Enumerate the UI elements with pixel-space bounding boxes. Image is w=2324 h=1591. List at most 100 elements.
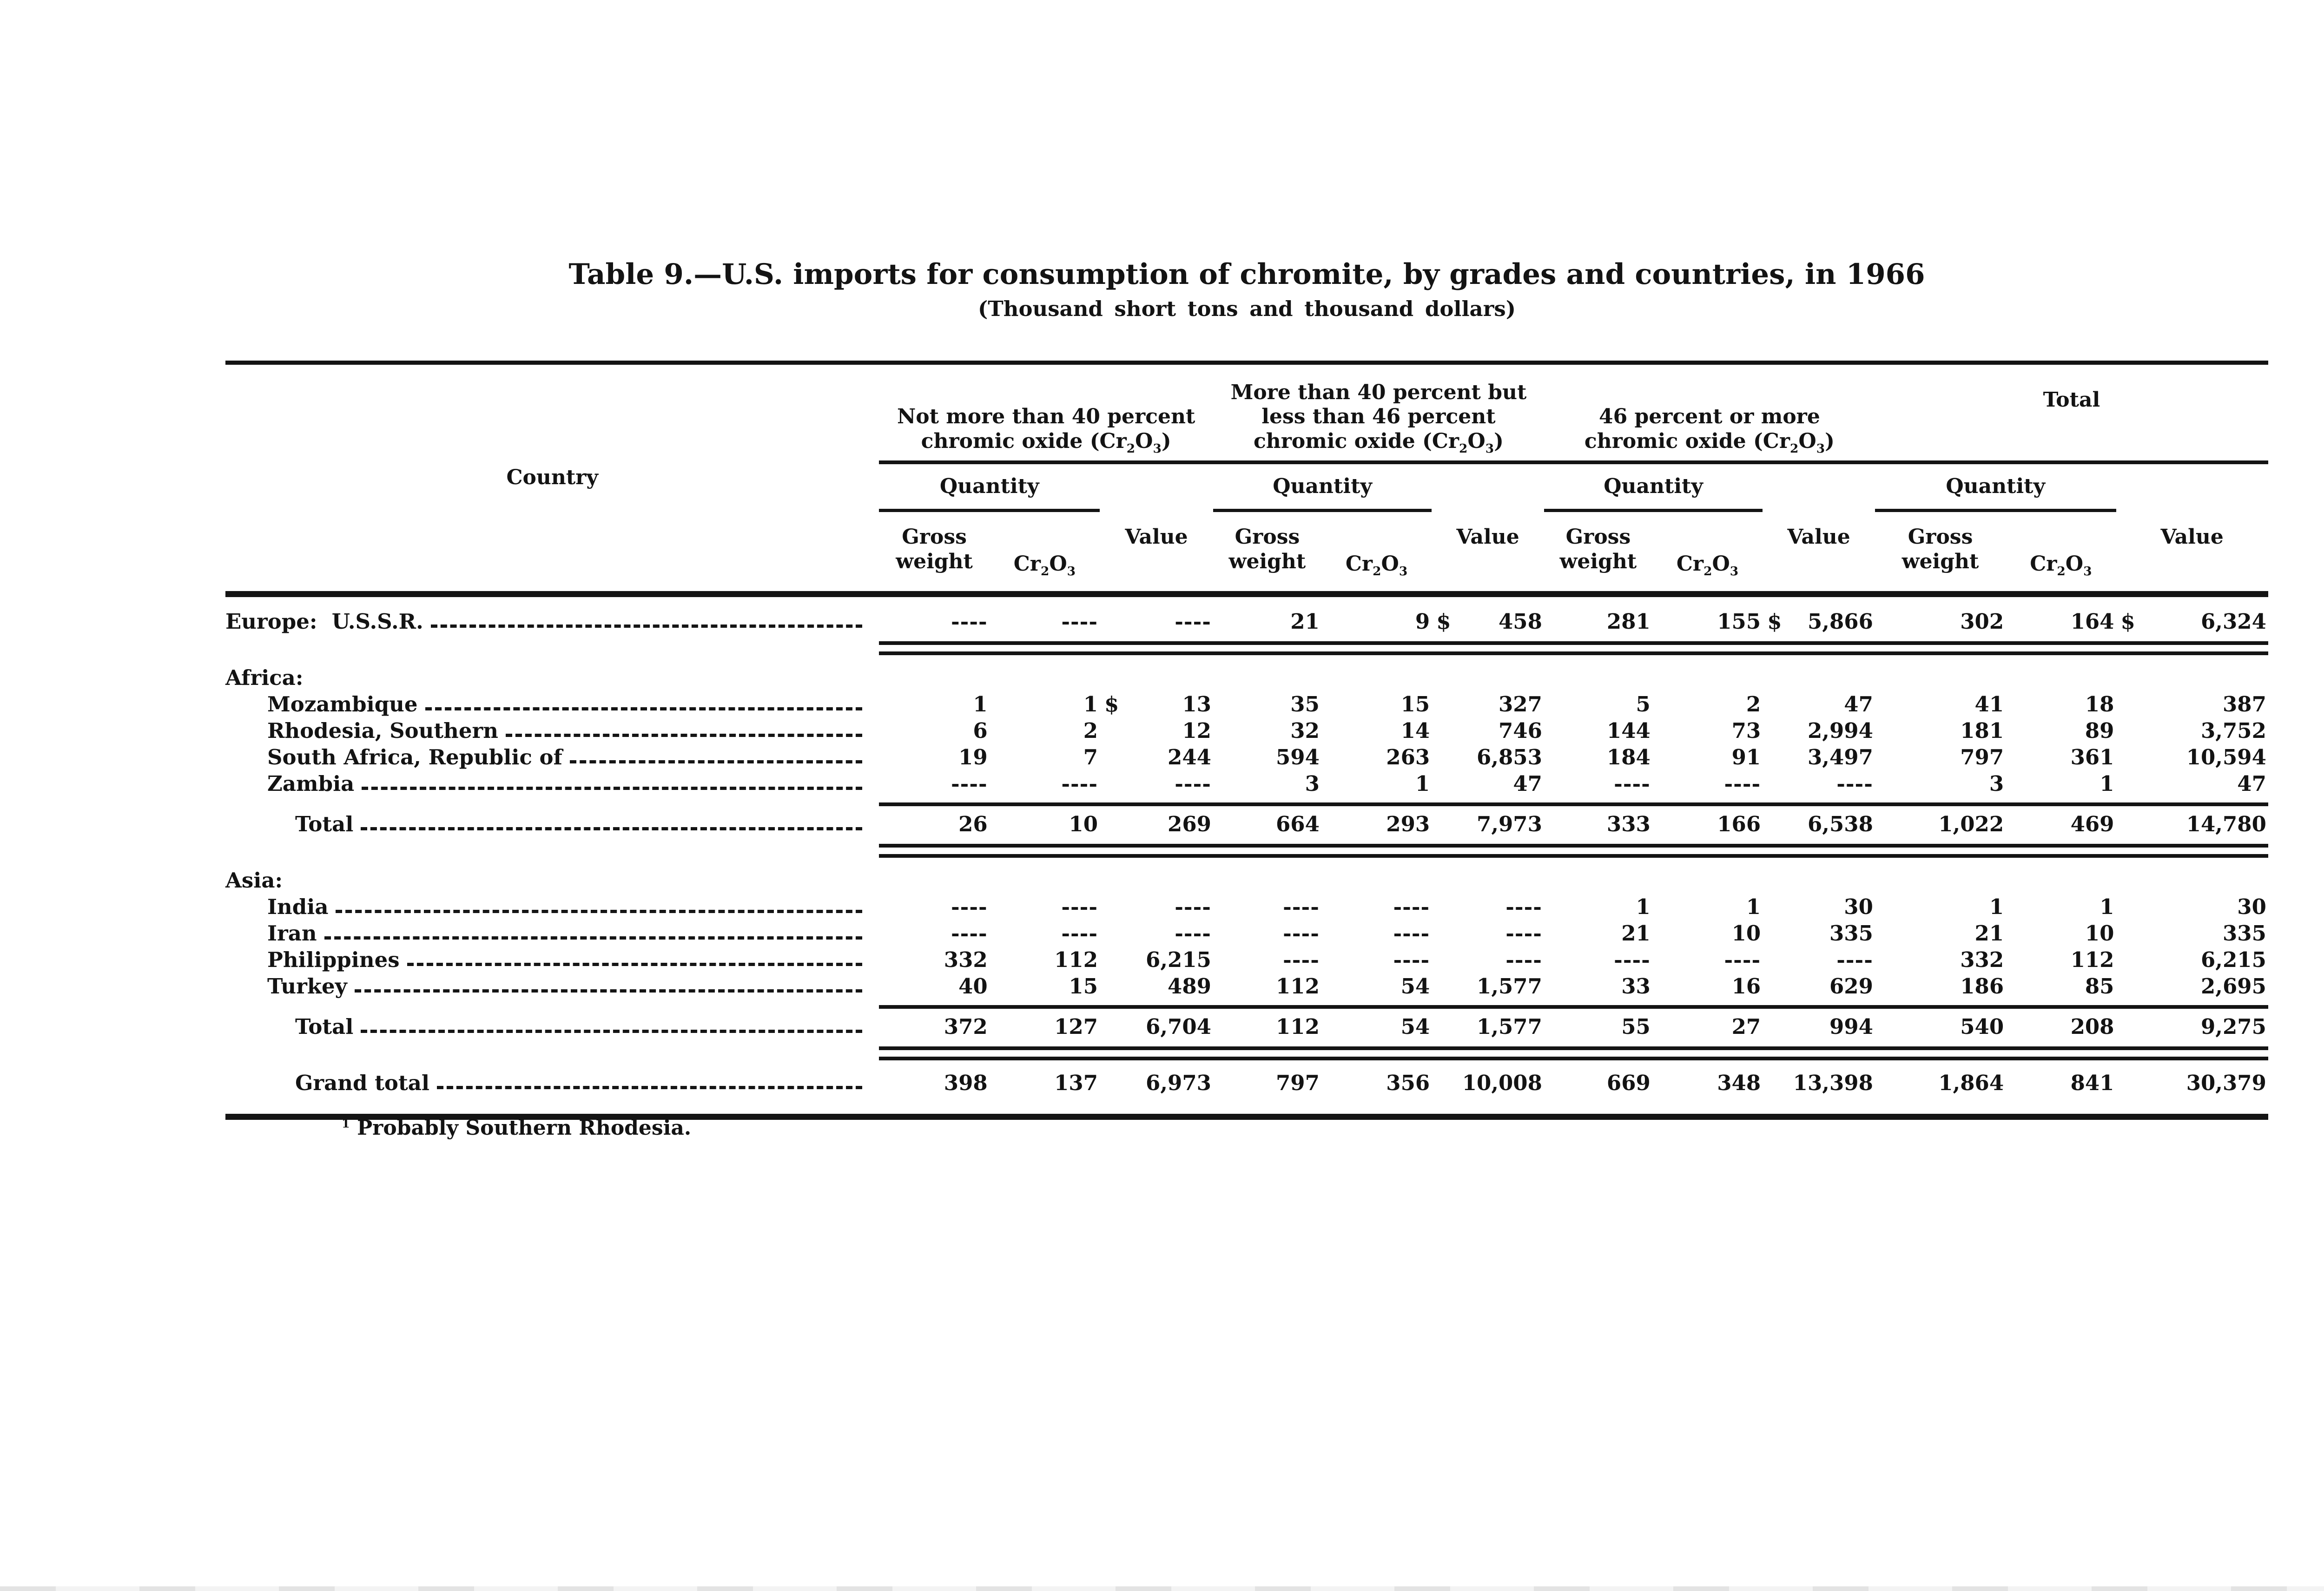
value-cell: ----: [1393, 894, 1430, 919]
section-label: Africa:: [225, 665, 304, 690]
table-row: Mozambique 1 1 $13 35 15 327 5 2 47 41 18 387: [225, 691, 2268, 717]
money-amount: 6,324: [2201, 609, 2266, 634]
value-cell: 10: [2085, 921, 2114, 946]
value-cell: ----: [1061, 771, 1098, 796]
row-label-text: Zambia: [267, 771, 355, 796]
quantity-underline-3: [1544, 509, 1763, 512]
value-cell: $458: [1432, 608, 1544, 635]
value-cell: 14: [1400, 718, 1430, 743]
value-cell: 664: [1275, 812, 1320, 836]
scan-edge-artifact: [0, 1586, 2324, 1591]
dollar-sign: $: [1767, 609, 1782, 634]
value-cell: 746: [1499, 718, 1542, 743]
page-number: 189: [2320, 1313, 2324, 1368]
value-cell: 6,973: [1146, 1071, 1211, 1095]
value-cell: 9,275: [2201, 1014, 2266, 1039]
value-cell: 1: [2100, 771, 2114, 796]
dollar-sign: $: [2120, 609, 2135, 634]
value-cell: 1: [1083, 692, 1098, 717]
value-cell: 1: [1636, 894, 1651, 919]
value-cell: 797: [1960, 745, 2004, 769]
table-rule-double: [879, 1046, 2268, 1060]
quantity-header-1: Quantity: [939, 474, 1039, 498]
value-cell: ----: [1505, 947, 1542, 972]
data-table: Country Not more than 40 percent chromic…: [225, 361, 2268, 1120]
value-cell: 54: [1400, 1014, 1430, 1039]
value-cell: 144: [1606, 718, 1651, 743]
value-cell: 10: [1731, 921, 1761, 946]
quantity-underline-4: [1875, 509, 2116, 512]
value-cell: 3,497: [1807, 745, 1873, 769]
value-cell: 6,538: [1807, 812, 1873, 836]
dollar-sign: $: [1104, 692, 1119, 717]
value-cell: 293: [1386, 812, 1430, 836]
value-cell: 30: [1844, 894, 1873, 919]
value-cell: ----: [951, 609, 988, 634]
quantity-underline-1: [879, 509, 1100, 512]
value-cell: 85: [2085, 974, 2114, 999]
value-cell: 244: [1168, 745, 1211, 769]
table-caption: Table 9.—U.S. imports for consumption of…: [225, 258, 2268, 321]
value-cell: 13,398: [1793, 1071, 1873, 1095]
value-cell: 186: [1960, 974, 2004, 999]
value-cell: ----: [1061, 921, 1098, 946]
leader-dashes: [361, 827, 863, 830]
row-label-text: Grand total: [295, 1071, 429, 1095]
leader-dashes: [505, 734, 863, 737]
value-cell: ----: [1175, 894, 1211, 919]
value-cell: 19: [958, 745, 988, 769]
money-amount: 13: [1182, 692, 1211, 717]
value-cell: 797: [1275, 1071, 1320, 1095]
row-label: India: [225, 894, 879, 920]
value-cell: 1: [1746, 894, 1761, 919]
value-cell: ----: [1505, 921, 1542, 946]
leader-dashes: [336, 910, 863, 913]
table-rule-single: [879, 802, 2268, 806]
value-cell: 1: [973, 692, 988, 717]
subheader-value-1: Value: [1125, 525, 1188, 549]
row-label: Total: [225, 1013, 879, 1040]
value-cell: 10,594: [2186, 745, 2266, 769]
table-body: Europe: U.S.S.R. ---- ---- ---- 21 9 $458 281 15…: [225, 608, 2268, 1096]
value-cell: 327: [1499, 692, 1542, 717]
value-cell: 55: [1621, 1014, 1651, 1039]
value-cell: 33: [1621, 974, 1651, 999]
value-cell: 398: [944, 1071, 988, 1095]
row-label-text: India: [267, 894, 329, 919]
value-cell: 1: [2100, 894, 2114, 919]
row-label-text: South Africa, Republic of: [267, 745, 562, 769]
value-cell: 387: [2222, 692, 2266, 717]
leader-dashes: [361, 1030, 863, 1033]
value-cell: 3,752: [2201, 718, 2266, 743]
value-cell: 7,973: [1477, 812, 1542, 836]
value-cell: 112: [1054, 947, 1098, 972]
value-cell: 1,022: [1938, 812, 2004, 836]
value-cell: 7: [1083, 745, 1098, 769]
value-cell: 348: [1717, 1071, 1761, 1095]
page-subtitle: (Thousand short tons and thousand dollar…: [977, 296, 1516, 322]
table-rule-double: [879, 844, 2268, 858]
value-cell: 6,704: [1146, 1014, 1211, 1039]
value-cell: 91: [1731, 745, 1761, 769]
row-label-text: Philippines: [267, 947, 400, 972]
footnote-text: Probably Southern Rhodesia.: [357, 1116, 692, 1140]
row-label-text: Total: [295, 1014, 354, 1039]
dollar-sign: $: [1436, 609, 1451, 634]
value-cell: 361: [2070, 745, 2114, 769]
value-cell: 2,695: [2201, 974, 2266, 999]
value-cell: 15: [1069, 974, 1098, 999]
value-cell: 26: [958, 812, 988, 836]
value-cell: 263: [1386, 745, 1430, 769]
section-row: Africa:: [225, 664, 2268, 691]
leader-dashes: [324, 936, 863, 940]
value-cell: 6,215: [2201, 947, 2266, 972]
row-label: Total: [225, 811, 879, 837]
quantity-header-3: Quantity: [1604, 474, 1703, 498]
value-cell: 35: [1290, 692, 1320, 717]
table-row: India ---- ---- ---- ---- ---- ---- 1 1 30 1 1 30: [225, 894, 2268, 920]
table-rule-single: [879, 1005, 2268, 1009]
subheader-gross-weight-1: Gross weight: [896, 525, 973, 573]
quantity-underline-2: [1213, 509, 1432, 512]
table-rule-header-bottom: [225, 591, 2268, 597]
leader-dashes: [407, 963, 863, 966]
